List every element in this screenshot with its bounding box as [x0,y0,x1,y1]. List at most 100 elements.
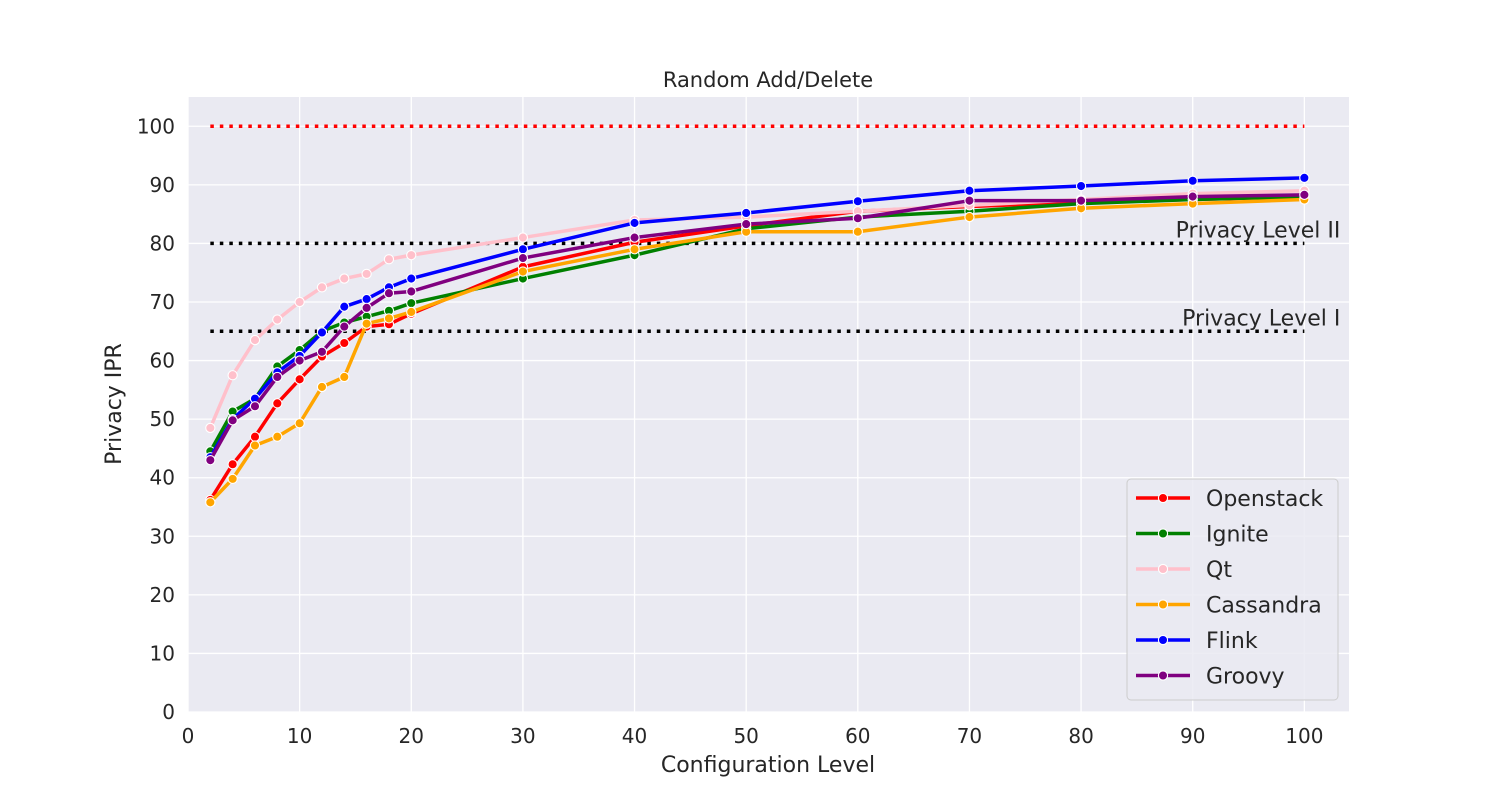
data-point [227,473,238,485]
data-point [406,306,417,318]
data-point [629,232,640,243]
legend-label: Qt [1206,558,1232,583]
legend-item-groovy: Groovy [1136,665,1285,690]
y-tick-label: 30 [150,524,175,548]
data-point [406,249,417,261]
legend-marker [1157,492,1169,504]
data-point [316,327,328,338]
x-tick-labels: 0 10 20 30 40 50 60 70 80 90 100 [182,724,1324,748]
data-point [249,401,261,412]
x-tick-label: 10 [287,724,312,748]
data-point [629,217,640,229]
data-point [339,337,350,349]
data-point [339,301,350,312]
x-tick-label: 40 [622,724,647,748]
data-point [249,334,261,346]
data-point [517,232,529,243]
x-tick-label: 70 [957,724,982,748]
data-point [1075,195,1087,206]
reference-line-label: Privacy Level II [1176,218,1341,243]
data-point [205,454,216,466]
y-axis-label: Privacy IPR [102,343,127,465]
data-point [339,273,350,284]
data-point [316,282,328,293]
legend-item-openstack: Openstack [1136,487,1323,512]
data-point [964,211,975,223]
x-tick-label: 30 [510,724,535,748]
data-point [227,415,238,426]
data-point [249,440,261,451]
data-point [272,314,283,325]
data-point [361,268,372,280]
x-tick-label: 80 [1068,724,1093,748]
data-point [361,302,372,314]
reference-line-label: Privacy Level I [1182,306,1340,331]
legend: Openstack Ignite Qt Cassandra Flink Groovy [1126,478,1339,701]
y-tick-label: 0 [162,700,175,724]
data-point [294,296,305,308]
y-tick-label: 20 [150,583,175,607]
data-point [517,252,529,264]
x-tick-label: 0 [182,724,195,748]
y-tick-label: 60 [150,349,175,373]
data-point [406,273,417,284]
data-point [294,418,305,429]
data-point [1187,175,1198,186]
data-point [852,213,863,224]
y-tick-label: 40 [150,466,175,490]
legend-marker [1157,670,1169,681]
data-point [227,370,238,381]
legend-label: Ignite [1206,523,1269,548]
legend-item-qt: Qt [1136,558,1232,583]
y-tick-label: 90 [150,173,175,197]
data-point [741,207,752,219]
data-point [741,218,752,230]
data-point [272,371,283,383]
legend-item-ignite: Ignite [1136,523,1269,548]
legend-label: Groovy [1206,665,1285,690]
data-point [272,431,283,442]
legend-item-cassandra: Cassandra [1136,594,1322,619]
data-point [361,293,372,305]
y-tick-label: 10 [150,641,175,665]
y-tick-label: 100 [137,114,175,138]
data-point [517,266,529,277]
data-point [361,318,372,329]
x-axis-label: Configuration Level [661,753,875,778]
data-point [406,286,417,297]
data-point [1075,180,1087,192]
data-point [227,459,238,470]
data-point [383,288,395,299]
data-point [517,244,529,255]
data-point [852,196,863,207]
data-point [852,226,863,237]
data-point [339,321,350,332]
legend-marker [1157,528,1169,539]
data-point [406,298,417,309]
data-point [383,254,395,265]
x-tick-label: 20 [399,724,424,748]
data-point [1187,191,1198,202]
data-point [1299,172,1310,183]
series-cassandra [205,194,1310,508]
data-point [1299,189,1310,200]
legend-label: Openstack [1206,487,1323,512]
y-tick-labels: 0 10 20 30 40 50 60 70 80 90 100 [137,114,175,724]
data-point [629,244,640,255]
x-tick-label: 60 [845,724,870,748]
y-tick-label: 50 [150,407,175,431]
data-point [964,195,975,206]
x-tick-label: 100 [1285,724,1323,748]
x-tick-label: 90 [1180,724,1205,748]
data-point [964,185,975,196]
series-groovy [205,189,1310,466]
series-line [208,193,1307,462]
chart-title: Random Add/Delete [663,68,873,92]
x-tick-label: 50 [733,724,758,748]
series-group [205,172,1310,508]
data-point [294,374,305,385]
reference-lines: Privacy Level II Privacy Level I [210,124,1341,334]
data-point [249,431,261,442]
data-point [272,398,283,409]
